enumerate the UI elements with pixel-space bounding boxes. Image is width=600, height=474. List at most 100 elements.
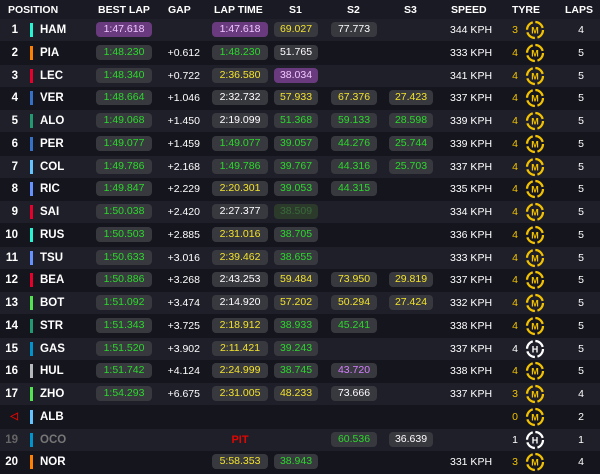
driver-code[interactable]: HUL (40, 365, 64, 378)
driver-code[interactable]: PER (40, 137, 64, 150)
svg-text:M: M (531, 321, 539, 331)
table-row[interactable]: 19 OCO PIT 60.536 36.639 1 H 1 (0, 428, 600, 451)
gap-cell: +3.725 (167, 319, 200, 332)
header-s2[interactable]: S2 (347, 4, 360, 16)
driver-code[interactable]: SAI (40, 206, 60, 218)
team-color-bar (30, 318, 33, 333)
medium-tyre-icon: M (525, 20, 545, 40)
driver-code[interactable]: STR (40, 319, 63, 332)
table-row[interactable]: 9 SAI 1:50.038 +2.420 2:27.377 38.509 334 KPH 4… (0, 201, 600, 223)
sector-2-cell: 73.950 (331, 272, 377, 288)
sector-1-cell: 38.705 (274, 226, 318, 242)
position-number: 9 (11, 206, 18, 218)
table-row[interactable]: 7 COL 1:49.786 +2.168 1:49.786 39.767 44.316 25… (0, 155, 600, 178)
team-color-bar (30, 273, 33, 288)
sector-1-cell: 51.765 (274, 44, 318, 60)
header-lap-time[interactable]: LAP TIME (214, 4, 263, 16)
speed-cell: 337 KPH (450, 388, 493, 400)
header-position[interactable]: POSITION (8, 4, 59, 16)
gap-cell: +3.016 (167, 251, 200, 264)
driver-code[interactable]: PIA (40, 46, 60, 59)
sector-3-cell: 27.424 (389, 295, 433, 310)
table-row[interactable]: 17 ZHO 1:54.293 +6.675 2:31.005 48.233 73.666 3… (0, 383, 600, 405)
sector-2-cell: 45.241 (331, 317, 377, 333)
svg-text:M: M (531, 208, 539, 218)
driver-code[interactable]: RIC (40, 183, 60, 196)
tyre-age: 4 (512, 251, 518, 264)
driver-code[interactable]: COL (40, 160, 65, 173)
table-row[interactable]: 2 PIA 1:48.230 +0.612 1:48.230 51.765 333 KPH 4… (0, 41, 600, 64)
driver-code[interactable]: GAS (40, 342, 65, 355)
table-header: POSITION BEST LAP GAP LAP TIME S1 S2 S3 … (0, 0, 600, 19)
speed-cell: 337 KPH (450, 92, 493, 105)
best-lap-cell: 1:51.742 (96, 363, 152, 379)
table-row[interactable]: 3 LEC 1:48.340 +0.722 2:36.580 38.034 341 KPH 4… (0, 64, 600, 87)
table-row[interactable]: 8 RIC 1:49.847 +2.229 2:20.301 39.053 44.315 33… (0, 178, 600, 201)
table-row[interactable]: 20 NOR 5:58.353 38.943 331 KPH 3 M 4 (0, 451, 600, 474)
table-row[interactable]: 15 GAS 1:51.520 +3.902 2:11.421 39.243 337 KPH… (0, 337, 600, 360)
best-lap-cell: 1:51.343 (96, 317, 152, 333)
laps-count: 4 (578, 456, 584, 469)
tyre-age: 4 (512, 319, 518, 332)
speed-cell: 337 KPH (450, 274, 493, 287)
driver-code[interactable]: TSU (40, 251, 63, 264)
table-row[interactable]: 6 PER 1:49.077 +1.459 1:49.077 39.057 44.276 25… (0, 132, 600, 155)
medium-tyre-icon: M (525, 293, 545, 313)
sector-1-cell: 39.053 (274, 181, 318, 197)
table-row[interactable]: 4 VER 1:48.664 +1.046 2:32.732 57.933 67.376 27… (0, 87, 600, 110)
position-number: 16 (5, 365, 18, 378)
best-lap-cell: 1:47.618 (96, 22, 152, 37)
table-row[interactable]: 13 BOT 1:51.092 +3.474 2:14.920 57.202 50.294 2… (0, 292, 600, 314)
laps-count: 5 (578, 274, 584, 287)
header-best-lap[interactable]: BEST LAP (98, 4, 150, 16)
tyre-age: 4 (512, 228, 518, 241)
driver-code[interactable]: ZHO (40, 388, 65, 400)
best-lap-cell: 1:50.038 (96, 204, 152, 219)
position-number: ◁ (10, 410, 18, 422)
team-color-bar (30, 387, 33, 401)
table-row[interactable]: 10 RUS 1:50.503 +2.885 2:31.016 38.705 336 KPH… (0, 223, 600, 246)
best-lap-cell: 1:50.633 (96, 249, 152, 265)
tyre-age: 4 (512, 365, 518, 378)
driver-code[interactable]: VER (40, 92, 64, 105)
driver-code[interactable]: ALB (40, 410, 64, 423)
laps-count: 4 (578, 388, 584, 400)
lap-time-cell: 1:48.230 (212, 44, 268, 60)
sector-1-cell: 39.767 (274, 158, 318, 174)
medium-tyre-icon: M (525, 89, 545, 108)
header-s1[interactable]: S1 (289, 4, 302, 16)
svg-text:M: M (531, 253, 539, 263)
position-number: 19 (5, 433, 18, 446)
table-row[interactable]: 12 BEA 1:50.886 +3.268 2:43.253 59.484 73.950 2… (0, 269, 600, 292)
lap-time-cell: 2:27.377 (212, 204, 268, 219)
table-row[interactable]: ◁ ALB 0 M 2 (0, 405, 600, 428)
header-tyre[interactable]: TYRE (512, 4, 541, 16)
sector-1-cell: 57.202 (274, 295, 318, 310)
position-number: 7 (11, 160, 18, 173)
driver-code[interactable]: BEA (40, 274, 65, 287)
header-laps[interactable]: LAPS (565, 4, 594, 16)
driver-code[interactable]: LEC (40, 69, 63, 82)
header-speed[interactable]: SPEED (451, 4, 487, 16)
gap-cell: +2.885 (167, 228, 200, 241)
driver-code[interactable]: RUS (40, 228, 65, 241)
svg-text:M: M (531, 412, 539, 422)
driver-code[interactable]: NOR (40, 456, 66, 469)
speed-cell: 339 KPH (450, 137, 493, 150)
driver-code[interactable]: OCO (40, 433, 67, 446)
table-row[interactable]: 14 STR 1:51.343 +3.725 2:18.912 38.933 45.241 3… (0, 314, 600, 337)
tyre-age: 4 (512, 46, 518, 59)
laps-count: 5 (578, 319, 584, 332)
table-row[interactable]: 5 ALO 1:49.068 +1.450 2:19.099 51.368 59.133 28… (0, 110, 600, 132)
table-row[interactable]: 11 TSU 1:50.633 +3.016 2:39.462 38.655 333 KPH… (0, 246, 600, 269)
table-row[interactable]: 16 HUL 1:51.742 +4.124 2:24.999 38.745 43.720 3… (0, 360, 600, 383)
driver-code[interactable]: HAM (40, 24, 67, 36)
laps-count: 5 (578, 115, 584, 127)
table-row[interactable]: 1 HAM 1:47.618 1:47.618 69.027 77.773 344 KPH 3… (0, 19, 600, 41)
sector-1-cell: 39.057 (274, 135, 318, 151)
header-gap[interactable]: GAP (168, 4, 191, 16)
header-s3[interactable]: S3 (404, 4, 417, 16)
driver-code[interactable]: BOT (40, 297, 65, 309)
driver-code[interactable]: ALO (40, 115, 65, 127)
lap-time-cell: 2:36.580 (212, 67, 268, 83)
